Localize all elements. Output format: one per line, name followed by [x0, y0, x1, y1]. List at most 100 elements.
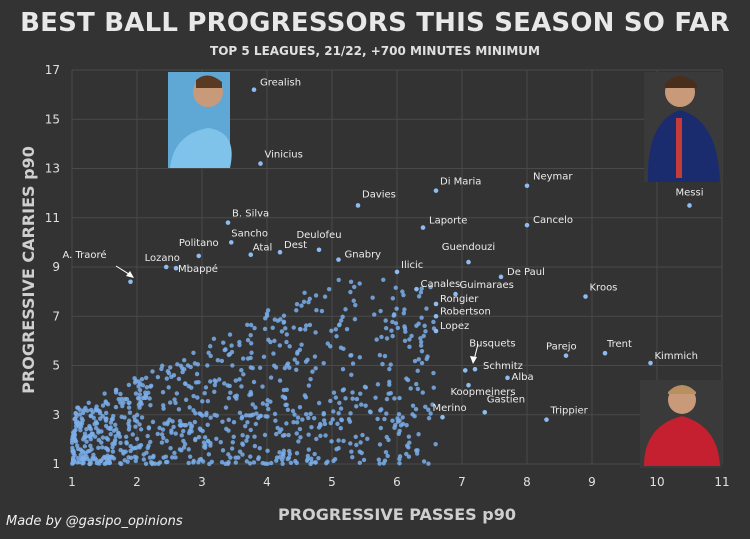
- player-point: [108, 431, 113, 437]
- player-point: [128, 455, 134, 460]
- player-point: [206, 350, 211, 355]
- player-point: [128, 448, 133, 454]
- player-point: [96, 445, 101, 451]
- player-point: [196, 434, 202, 440]
- player-point: [192, 419, 198, 425]
- player-point: [150, 419, 156, 425]
- player-point: [278, 317, 283, 322]
- player-point: [88, 443, 93, 449]
- player-point: [157, 460, 163, 465]
- player-point: [352, 316, 358, 322]
- player-point: [298, 435, 303, 440]
- player-point: [240, 356, 246, 361]
- player-point: [284, 332, 290, 337]
- player-point: [273, 365, 279, 370]
- player-point: [124, 440, 129, 445]
- player-point: [253, 405, 258, 410]
- player-point: [302, 290, 307, 296]
- player-point: [220, 419, 225, 424]
- player-point: [328, 398, 333, 404]
- player-point: [202, 435, 208, 440]
- player-point: [187, 454, 193, 459]
- player-point: [93, 425, 99, 431]
- player-point: [265, 308, 271, 313]
- player-point: [350, 454, 355, 460]
- player-point: [226, 395, 232, 401]
- player-point: [171, 373, 177, 378]
- player-point: [193, 380, 199, 385]
- player-point: [252, 443, 258, 449]
- player-point: [263, 316, 268, 321]
- player-point: [277, 450, 282, 455]
- y-tick-label: 15: [45, 112, 60, 126]
- player-point: [291, 325, 296, 330]
- player-point: [420, 390, 425, 395]
- label-sancho: Sancho: [231, 228, 268, 239]
- player-point: [168, 365, 173, 370]
- player-point: [155, 431, 160, 437]
- player-point: [185, 363, 191, 368]
- player-point: [368, 409, 373, 415]
- player-point: [171, 424, 176, 430]
- player-point: [231, 434, 236, 439]
- player-point: [304, 458, 310, 463]
- player-point: [73, 438, 78, 443]
- player-point: [324, 461, 329, 466]
- player-point: [164, 376, 170, 381]
- player-point: [265, 414, 270, 419]
- player-point: [309, 459, 315, 465]
- label-ilicic: Ilicic: [401, 260, 423, 271]
- player-point: [428, 284, 433, 290]
- player-point: [282, 396, 288, 401]
- player-point: [336, 438, 341, 443]
- player-point: [223, 347, 228, 352]
- player-point: [360, 432, 365, 438]
- label-trippier: Trippier: [550, 406, 589, 417]
- player-point: [402, 307, 407, 312]
- x-tick-label: 3: [198, 475, 206, 489]
- player-point: [138, 443, 144, 448]
- player-point: [419, 360, 425, 366]
- player-point: [313, 460, 318, 465]
- player-point-busquets: [462, 368, 468, 373]
- player-point: [105, 402, 111, 407]
- player-point: [226, 452, 231, 457]
- player-point: [361, 457, 367, 463]
- player-point-schmitz: [472, 366, 478, 372]
- player-point: [424, 356, 429, 362]
- player-point: [413, 406, 419, 412]
- label-lozano: Lozano: [145, 253, 180, 264]
- player-point: [126, 382, 132, 388]
- player-point: [386, 437, 391, 443]
- player-point: [282, 432, 287, 438]
- player-point: [84, 427, 89, 432]
- player-point: [340, 314, 345, 320]
- player-point: [88, 427, 94, 432]
- player-point: [139, 376, 145, 382]
- player-point: [395, 416, 400, 421]
- player-point: [284, 339, 289, 345]
- player-point-grealish: [251, 87, 257, 92]
- player-point: [115, 430, 121, 435]
- player-point: [113, 390, 119, 395]
- player-point: [422, 323, 427, 329]
- player-point: [307, 322, 313, 328]
- player-point: [104, 461, 109, 466]
- player-point: [161, 455, 166, 460]
- player-point: [308, 411, 313, 417]
- player-point: [265, 448, 270, 454]
- player-point: [136, 379, 141, 384]
- player-point: [256, 456, 261, 462]
- player-point: [103, 410, 109, 416]
- player-point: [414, 323, 419, 328]
- player-point: [226, 417, 231, 423]
- player-point: [97, 416, 103, 421]
- player-point: [107, 426, 113, 432]
- x-tick-label: 11: [714, 475, 729, 489]
- player-point: [82, 444, 88, 449]
- player-point: [249, 350, 254, 355]
- player-point: [97, 410, 103, 416]
- player-point: [406, 454, 412, 459]
- player-point: [397, 461, 402, 466]
- player-point: [102, 391, 107, 396]
